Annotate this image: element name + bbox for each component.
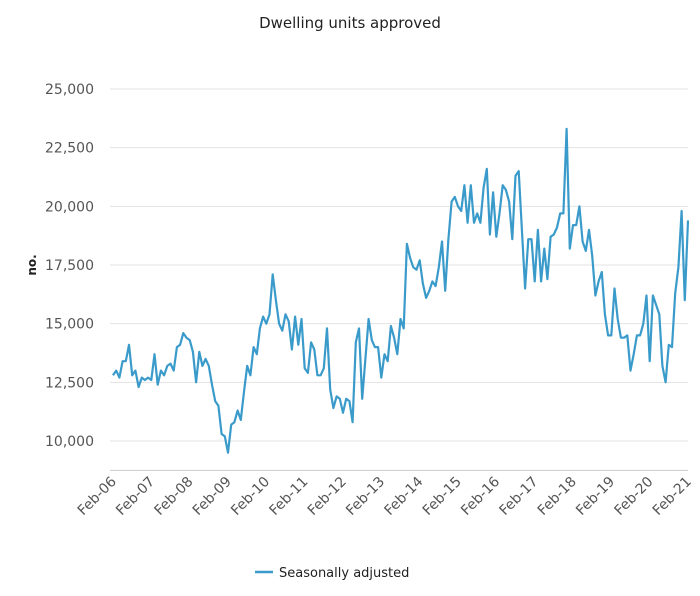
x-tick-label: Feb-20	[611, 474, 656, 519]
y-tick-label: 20,000	[45, 199, 94, 215]
chart-title: Dwelling units approved	[259, 14, 441, 32]
y-axis-label: no.	[25, 254, 39, 275]
x-tick-label: Feb-12	[305, 474, 350, 519]
legend-label: Seasonally adjusted	[279, 566, 409, 581]
x-tick-label: Feb-21	[650, 474, 695, 519]
y-tick-label: 17,500	[45, 258, 94, 274]
y-tick-label: 10,000	[45, 434, 94, 450]
y-tick-label: 25,000	[45, 82, 94, 98]
y-tick-label: 15,000	[45, 317, 94, 333]
x-tick-label: Feb-11	[266, 474, 311, 519]
x-tick-label: Feb-14	[381, 474, 426, 519]
x-tick-label: Feb-08	[151, 474, 196, 519]
x-tick-label: Feb-07	[113, 474, 158, 519]
legend: Seasonally adjusted	[255, 566, 409, 581]
x-tick-label: Feb-10	[228, 474, 273, 519]
series-line-seasonally-adjusted	[113, 129, 688, 453]
x-tick-label: Feb-17	[496, 474, 541, 519]
x-tick-label: Feb-06	[75, 474, 120, 519]
y-tick-label: 12,500	[45, 375, 94, 391]
x-tick-label: Feb-18	[535, 474, 580, 519]
x-tick-label: Feb-13	[343, 474, 388, 519]
x-tick-label: Feb-16	[458, 474, 503, 519]
x-tick-label: Feb-15	[420, 474, 465, 519]
y-tick-label: 22,500	[45, 141, 94, 157]
x-tick-label: Feb-19	[573, 474, 618, 519]
x-tick-label: Feb-09	[190, 474, 235, 519]
